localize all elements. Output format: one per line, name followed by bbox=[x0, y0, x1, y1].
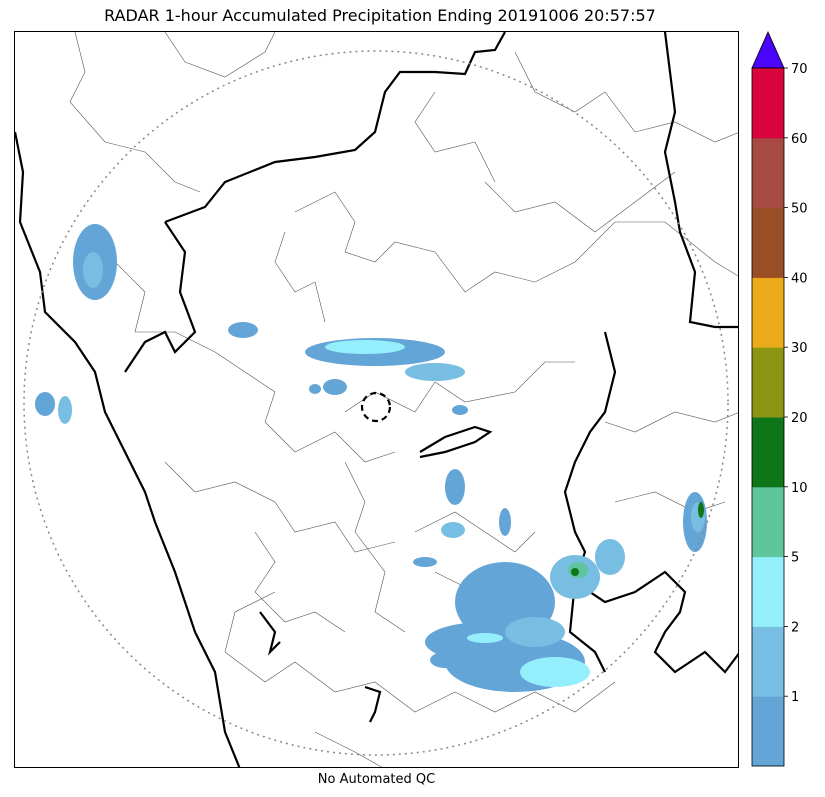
colorbar-segment bbox=[752, 277, 784, 348]
colorbar-segment bbox=[752, 556, 784, 627]
colorbar-segment bbox=[752, 486, 784, 558]
chart-title: RADAR 1-hour Accumulated Precipitation E… bbox=[104, 6, 656, 25]
colorbar-tick-label: 30 bbox=[791, 341, 808, 356]
qc-note: No Automated QC bbox=[317, 772, 436, 787]
colorbar-segment bbox=[752, 137, 784, 209]
colorbar-segment bbox=[752, 417, 784, 488]
colorbar-tick-label: 50 bbox=[791, 202, 808, 217]
colorbar-tick-label: 40 bbox=[791, 271, 808, 286]
colorbar-segment bbox=[752, 696, 784, 767]
colorbar-segment bbox=[752, 207, 784, 278]
district-boundaries bbox=[69, 32, 738, 767]
colorbar-tick-label: 60 bbox=[791, 132, 808, 147]
colorbar: 1 2 5 10 20 30 40 50 60 70 bbox=[745, 28, 825, 773]
colorbar-tick-label: 5 bbox=[791, 551, 799, 566]
colorbar-tick-label: 2 bbox=[791, 620, 799, 635]
colorbar-extend-triangle bbox=[751, 31, 785, 69]
colorbar-tick-label: 70 bbox=[791, 62, 808, 77]
radar-map bbox=[14, 31, 739, 768]
colorbar-tick-label: 20 bbox=[791, 411, 808, 426]
state-boundaries bbox=[15, 32, 738, 767]
radar-site-marker bbox=[360, 391, 392, 423]
colorbar-segment bbox=[752, 347, 784, 418]
colorbar-tick-label: 10 bbox=[791, 481, 808, 496]
precipitation-echoes bbox=[35, 224, 707, 692]
range-ring bbox=[23, 50, 729, 756]
colorbar-segment bbox=[752, 626, 784, 697]
colorbar-tick-label: 1 bbox=[791, 690, 799, 705]
colorbar-segment bbox=[752, 68, 784, 139]
